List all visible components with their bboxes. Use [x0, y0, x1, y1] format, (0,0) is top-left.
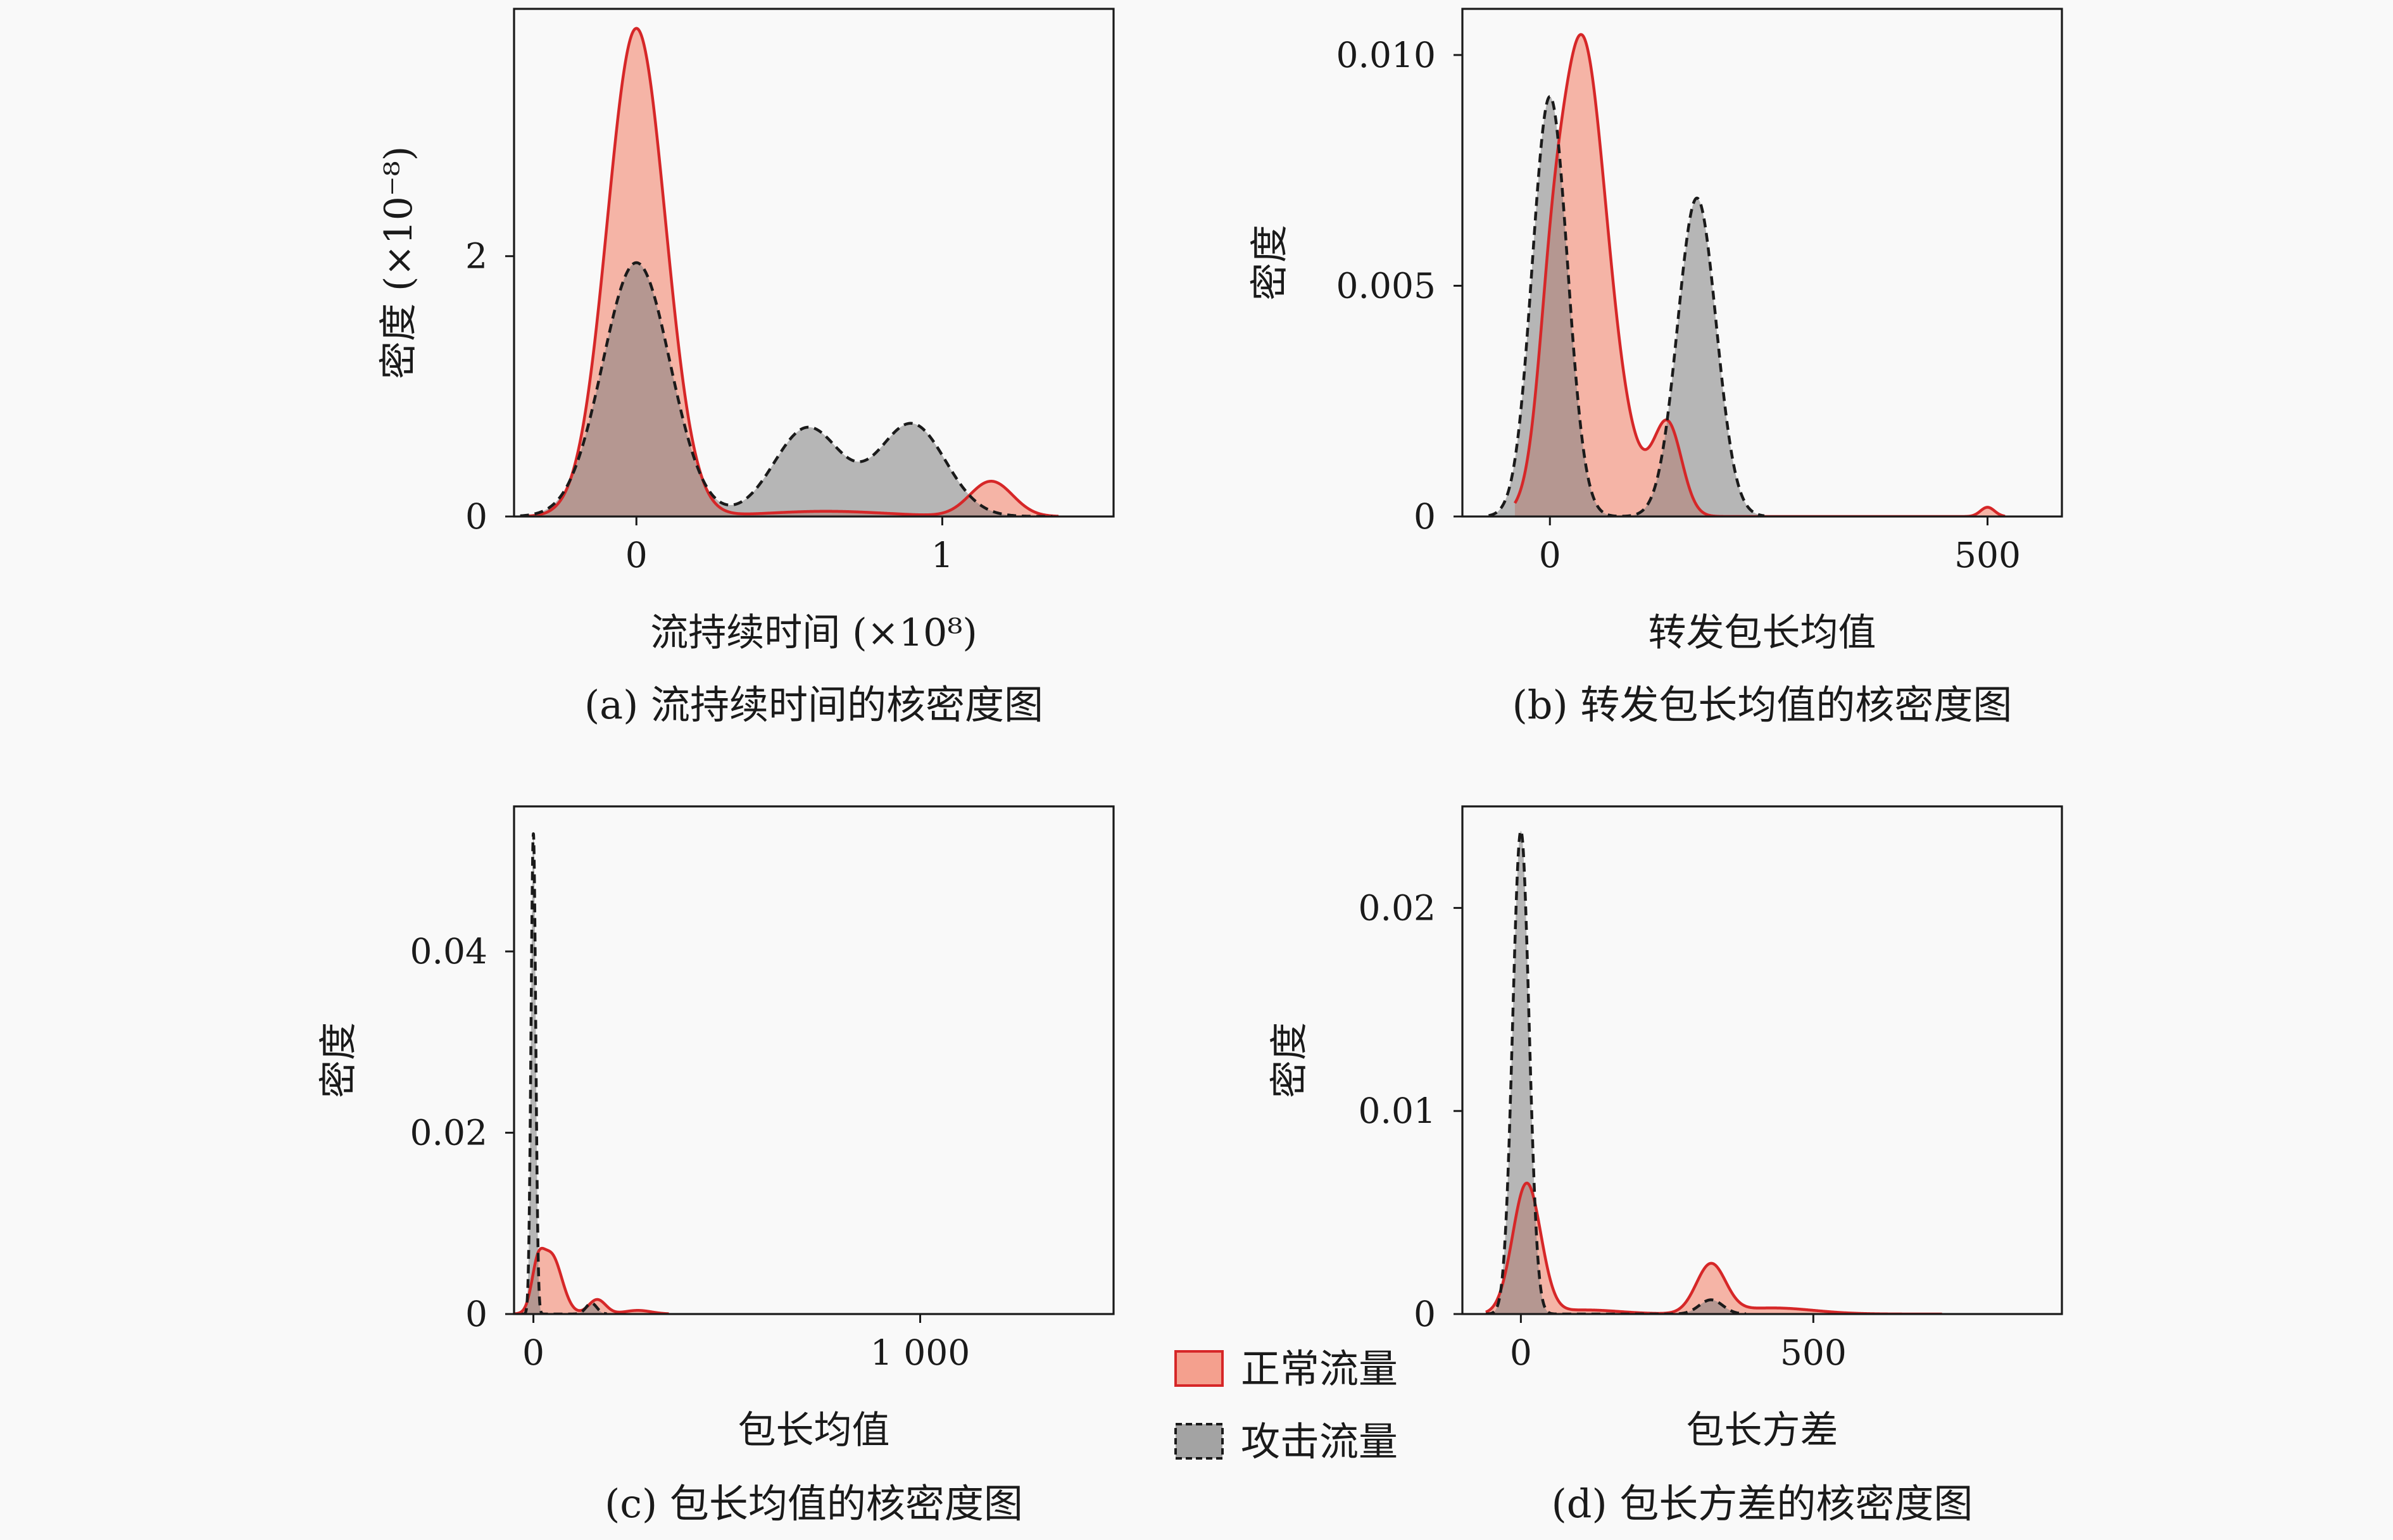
- panel-a-y-tick-label: 0: [465, 496, 487, 537]
- panel-b-y-tick-label: 0.005: [1336, 265, 1436, 306]
- panel-b-caption: (b) 转发包长均值的核密度图: [1512, 682, 2013, 728]
- panel-a-x-axis-label: 流持续时间 (×10⁸): [650, 611, 977, 655]
- panel-d-y-ticks: 0 0.01 0.02: [1359, 887, 1462, 1334]
- panel-d: 0 500 0 0.01 0.02 包长方差 密度 (d) 包长方差的核密度图: [1267, 805, 2063, 1527]
- panel-d-x-ticks: 0 500: [1510, 1314, 1847, 1373]
- panel-c-normal-density-area: [514, 1248, 669, 1314]
- panel-d-y-tick-label: 0.02: [1359, 887, 1436, 928]
- panel-a-attack-density-area: [520, 263, 1053, 516]
- legend-swatch-normal: [1174, 1350, 1224, 1387]
- panel-c: 0 1 000 0 0.02 0.04 包长均值 密度 (c) 包长均值的核密度图: [317, 805, 1115, 1527]
- panel-a-x-tick-label: 1: [931, 535, 953, 575]
- panel-c-x-ticks: 0 1 000: [522, 1314, 970, 1373]
- panel-a-y-ticks: 02: [465, 236, 514, 537]
- panel-d-frame: [1461, 805, 2063, 1315]
- panel-d-caption: (d) 包长方差的核密度图: [1552, 1481, 1973, 1527]
- legend-label-attack: 攻击流量: [1241, 1418, 1398, 1465]
- panel-b-x-ticks: 0 500: [1539, 516, 2021, 575]
- panel-b-normal-density-line: [1514, 33, 2006, 516]
- panel-a-y-axis-label: 密度 (×10⁻⁸): [377, 146, 421, 379]
- panel-c-caption: (c) 包长均值的核密度图: [605, 1481, 1023, 1527]
- panel-c-y-tick-label: 0.04: [410, 931, 487, 972]
- panel-c-normal-density-line: [514, 1246, 670, 1314]
- panel-c-y-tick-label: 0: [465, 1294, 487, 1334]
- panel-c-x-tick-label: 0: [522, 1332, 544, 1373]
- legend-swatch-attack: [1174, 1423, 1224, 1460]
- panel-b-x-tick-label: 500: [1954, 535, 2021, 575]
- panel-c-x-axis-label: 包长均值: [738, 1408, 890, 1453]
- panel-a-attack-density-line: [519, 261, 1053, 516]
- panel-c-attack-density-line: [520, 832, 608, 1314]
- panel-b-frame: [1461, 8, 2063, 518]
- panel-c-plot: [514, 832, 670, 1314]
- panel-d-y-axis-label: 密度: [1267, 1022, 1312, 1098]
- panel-d-y-tick-label: 0.01: [1359, 1091, 1436, 1131]
- panel-a-plot: [519, 27, 1060, 516]
- panel-d-x-axis-label: 包长方差: [1686, 1408, 1838, 1453]
- panel-c-y-tick-label: 0.02: [410, 1113, 487, 1153]
- panel-a-y-tick-label: 2: [465, 236, 487, 277]
- panel-a-frame: [513, 8, 1115, 518]
- legend: 正常流量 攻击流量: [1174, 1346, 1398, 1465]
- panel-c-frame: [513, 805, 1115, 1315]
- panel-c-y-axis-label: 密度: [317, 1022, 361, 1098]
- panel-c-y-ticks: 0 0.02 0.04: [410, 931, 514, 1334]
- panel-d-y-tick-label: 0: [1414, 1294, 1436, 1334]
- panel-c-x-tick-label: 1 000: [870, 1332, 970, 1373]
- panel-b-x-axis-label: 转发包长均值: [1649, 611, 1876, 655]
- panel-c-attack-density-area: [522, 834, 607, 1314]
- panel-b: 0 500 0 0.005 0.010 转发包长均值 密度 (b) 转发包长均值的核密…: [1248, 8, 2063, 728]
- panel-b-y-tick-label: 0.010: [1336, 35, 1436, 75]
- panel-d-x-tick-label: 500: [1780, 1332, 1847, 1373]
- panel-b-y-tick-label: 0: [1414, 496, 1436, 537]
- panel-d-attack-density-line: [1485, 829, 1747, 1314]
- panel-b-y-axis-label: 密度: [1248, 225, 1292, 301]
- panel-d-x-tick-label: 0: [1510, 1332, 1532, 1373]
- legend-label-normal: 正常流量: [1241, 1346, 1398, 1392]
- panel-a-x-tick-label: 0: [625, 535, 648, 575]
- panel-a-caption: (a) 流持续时间的核密度图: [584, 682, 1043, 728]
- panel-d-attack-density-area: [1485, 830, 1747, 1314]
- panel-b-x-tick-label: 0: [1539, 535, 1561, 575]
- panel-b-y-ticks: 0 0.005 0.010: [1336, 35, 1462, 537]
